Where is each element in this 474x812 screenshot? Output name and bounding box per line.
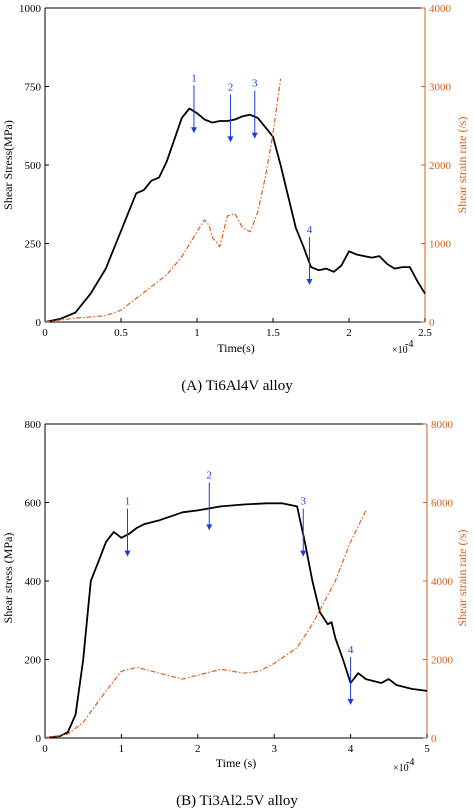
chart-b-ytick-right-label: 0 [431, 733, 437, 745]
chart-a-ytick-label: 1000 [19, 3, 42, 15]
chart-a-annotation-label: 1 [191, 72, 197, 84]
chart-b-ytick-label: 200 [25, 655, 42, 667]
chart-a-ytick-right-label: 1000 [429, 239, 452, 251]
chart-b-xlabel: Time (s) [216, 756, 257, 770]
chart-b-annotation-arrow-head [300, 550, 307, 557]
chart-b-annotation-1: 1 [124, 496, 131, 557]
chart-a-x-scale-note: ×10 -4 [392, 339, 413, 356]
chart-b-annotation-arrow-head [347, 699, 354, 706]
chart-a-x-scale-base: ×10 [392, 345, 408, 356]
chart-a-xtick-label: 2 [346, 327, 352, 339]
chart-a-annotation-2: 2 [227, 81, 234, 143]
chart-a-annotation-3: 3 [251, 78, 258, 139]
chart-a-annotation-4: 4 [306, 224, 313, 285]
chart-b-xtick-label: 4 [348, 743, 354, 755]
chart-a-annotation-arrow-head [190, 127, 197, 134]
chart-a-annotation-arrow-head [306, 278, 313, 285]
chart-b-x-scale-exp: -4 [406, 757, 414, 768]
chart-b-annotation-arrow-head [206, 524, 213, 531]
chart-b-xtick-label: 5 [424, 743, 430, 755]
chart-b-annotation-3: 3 [300, 496, 306, 557]
chart-a-xtick-label: 2.5 [418, 327, 432, 339]
chart-a-xtick-label: 0.5 [114, 327, 128, 339]
chart-a-ytick-label: 750 [25, 82, 42, 94]
chart-b-xtick-label: 0 [42, 743, 48, 755]
chart-b-annotation-label: 3 [300, 496, 306, 508]
chart-b-ylabel-right: Shear strain rate (/s) [455, 530, 469, 627]
chart-a-xlabel: Time(s) [217, 341, 255, 355]
chart-a-caption: (A) Ti6Al4V alloy [181, 378, 293, 394]
chart-a-annotation-label: 2 [228, 81, 234, 93]
chart-b-annotation-label: 1 [125, 496, 131, 508]
chart-a-annotation-1: 1 [190, 72, 197, 134]
chart-b-ytick-right-label: 8000 [431, 419, 454, 431]
chart-b-xtick-label: 3 [271, 743, 277, 755]
chart-a-xtick-label: 1 [194, 327, 200, 339]
chart-a-stress-line [44, 107, 426, 323]
chart-b-ytick-label: 400 [25, 576, 42, 588]
chart-a-ytick-label: 250 [25, 239, 42, 251]
chart-b-annotation-2: 2 [206, 469, 213, 531]
chart-a-annotation-label: 3 [252, 78, 258, 90]
chart-b-ytick-right-label: 6000 [431, 498, 454, 510]
chart-b-x-scale-note: ×10 -4 [393, 757, 414, 774]
chart-b-xtick-label: 2 [195, 743, 201, 755]
chart-b-xtick-label: 1 [119, 743, 125, 755]
chart-a-ytick-right-label: 4000 [429, 3, 452, 15]
chart-b-ylabel: Shear stress (MPa) [1, 533, 15, 624]
chart-b-annotation-label: 2 [207, 469, 213, 481]
chart-a-ytick-label: 500 [25, 160, 42, 172]
chart-b-strain-rate-line [44, 510, 367, 739]
chart-b: Shear stress (MPa) Shear strain rate (/s… [1, 419, 469, 809]
chart-a-annotation-arrow-head [251, 132, 258, 139]
chart-b-ytick-right-label: 2000 [431, 655, 454, 667]
chart-a-ytick-right-label: 2000 [429, 160, 452, 172]
chart-a-xtick-label: 0 [42, 327, 48, 339]
chart-a-ylabel: Shear Stress(MPa) [1, 120, 15, 210]
chart-a-ylabel-right: Shear strain rate (/s) [455, 117, 469, 214]
chart-b-annotation-4: 4 [347, 644, 354, 706]
chart-b-ytick-right-label: 4000 [431, 576, 454, 588]
chart-a-annotation-arrow-head [227, 136, 234, 143]
chart-b-ytick-label: 0 [36, 733, 42, 745]
chart-b-ytick-label: 600 [25, 498, 42, 510]
chart-b-annotation-arrow-head [124, 550, 131, 557]
chart-b-x-scale-base: ×10 [393, 763, 409, 774]
chart-a-ytick-right-label: 0 [429, 317, 435, 329]
chart-a-x-scale-exp: -4 [405, 339, 413, 350]
chart-b-ytick-label: 800 [25, 419, 42, 431]
chart-a: Shear Stress(MPa) Shear strain rate (/s)… [1, 3, 469, 394]
chart-a-ytick-label: 0 [36, 317, 42, 329]
chart-a-xtick-label: 1.5 [266, 327, 280, 339]
chart-b-caption: (B) Ti3Al2.5V alloy [176, 793, 298, 809]
chart-a-annotation-label: 4 [307, 224, 313, 236]
chart-b-stress-line [44, 502, 428, 739]
chart-b-annotation-label: 4 [348, 644, 354, 656]
chart-a-ytick-right-label: 3000 [429, 82, 452, 94]
